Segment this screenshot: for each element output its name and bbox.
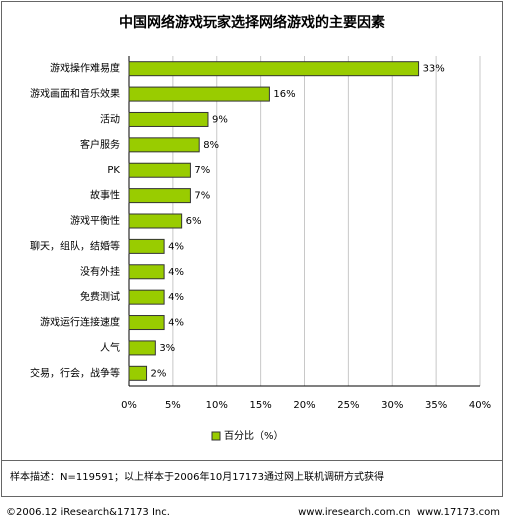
x-tick-label: 0% [121,400,137,411]
footer-left: ©2006.12 iResearch&17173 Inc. [6,507,170,518]
bar [128,111,209,127]
value-label: 4% [168,267,184,278]
y-tick-label: 故事性 [90,189,120,202]
x-tick-label: 5% [165,400,181,411]
x-tick-label: 40% [469,400,491,411]
y-tick-label: PK [107,165,120,176]
legend-swatch [211,431,221,441]
bar [128,86,270,102]
value-label: 9% [212,114,228,125]
value-label: 3% [159,343,175,354]
bar [128,365,148,381]
y-tick-label: 游戏运行连接速度 [40,316,120,329]
y-tick-label: 客户服务 [80,138,120,151]
value-label: 33% [423,64,445,75]
y-tick-label: 游戏操作难易度 [50,62,120,75]
bar [128,137,200,153]
x-tick-label: 25% [337,400,359,411]
value-label: 8% [203,140,219,151]
chart-title: 中国网络游戏玩家选择网络游戏的主要因素 [119,14,385,31]
value-label: 2% [151,368,167,379]
bar [128,188,191,204]
x-tick-label: 15% [250,400,272,411]
legend-label: 百分比（%） [224,430,284,442]
bar [128,61,420,77]
y-tick-label: 没有外挂 [80,265,120,278]
x-tick-label: 20% [293,400,315,411]
y-tick-label: 免费测试 [80,290,120,303]
bar [128,162,191,178]
y-tick-label: 活动 [100,113,120,125]
x-tick-label: 35% [425,400,447,411]
bar [128,315,165,331]
value-label: 7% [194,191,210,202]
y-tick-label: 游戏画面和音乐效果 [30,87,120,100]
value-label: 4% [168,241,184,252]
value-label: 7% [194,165,210,176]
y-tick-label: 聊天，组队，结婚等 [30,239,120,252]
footer-right: www.iresearch.com.cn www.17173.com [298,507,500,518]
frame [1,1,503,497]
value-label: 16% [273,89,295,100]
y-tick-label: 交易，行会，战争等 [30,366,120,379]
x-tick-label: 30% [381,400,403,411]
value-label: 6% [186,216,202,227]
bar [128,213,183,229]
value-label: 4% [168,292,184,303]
bar [128,264,165,280]
x-tick-label: 10% [206,400,228,411]
bar [128,289,165,305]
bar [128,238,165,254]
bar [128,340,156,356]
value-label: 4% [168,318,184,329]
y-tick-label: 人气 [100,341,120,354]
y-tick-label: 游戏平衡性 [70,214,120,227]
note: 样本描述：N=119591；以上样本于2006年10月17173通过网上联机调研… [10,470,384,483]
